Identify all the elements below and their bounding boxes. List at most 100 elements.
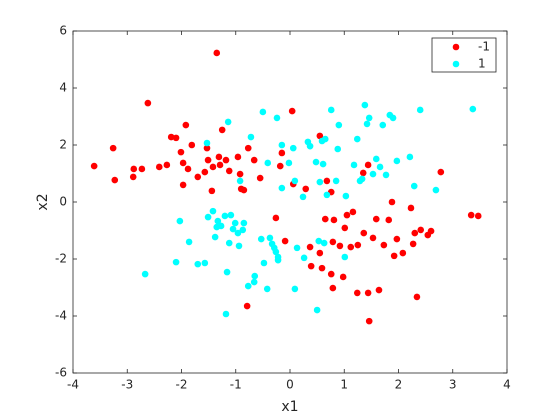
point (354, 241, 362, 249)
point (334, 145, 342, 153)
point (240, 219, 248, 227)
point (179, 159, 187, 167)
point (306, 243, 314, 251)
point (313, 306, 321, 314)
point (382, 171, 390, 179)
legend (431, 37, 497, 73)
point (222, 156, 230, 164)
x-tick-label: -1 (230, 378, 242, 392)
point (365, 317, 373, 325)
y-tick-label: -6 (55, 366, 67, 380)
point (204, 213, 212, 221)
point (417, 226, 425, 234)
point (194, 260, 202, 268)
legend-label: 1 (478, 57, 486, 71)
point (201, 259, 209, 267)
point (244, 144, 252, 152)
point (211, 233, 219, 241)
point (231, 219, 239, 227)
point (224, 118, 232, 126)
point (111, 176, 119, 184)
point (236, 170, 244, 178)
point (327, 106, 335, 114)
point (260, 259, 268, 267)
point (278, 184, 286, 192)
point (155, 163, 163, 171)
point (222, 310, 230, 318)
point (363, 120, 371, 128)
point (250, 156, 258, 164)
point (129, 173, 137, 181)
point (266, 234, 274, 242)
point (214, 217, 222, 225)
point (319, 160, 327, 168)
point (234, 153, 242, 161)
point (179, 181, 187, 189)
point (209, 207, 217, 215)
point (432, 186, 440, 194)
point (329, 284, 337, 292)
point (225, 239, 233, 247)
point (321, 215, 329, 223)
point (251, 272, 259, 280)
point (316, 132, 324, 140)
point (416, 106, 424, 114)
point (342, 192, 350, 200)
point (323, 191, 331, 199)
point (236, 177, 244, 185)
point (302, 185, 310, 193)
y-tick-label: 2 (59, 138, 67, 152)
point (182, 121, 190, 129)
point (406, 153, 414, 161)
point (323, 177, 331, 185)
point (144, 99, 152, 107)
point (163, 161, 171, 169)
x-tick-label: 3 (449, 378, 457, 392)
point (316, 178, 324, 186)
point (109, 144, 117, 152)
y-axis-label: x2 (35, 193, 51, 210)
point (375, 286, 383, 294)
x-axis-label: x1 (281, 399, 298, 415)
point (315, 237, 323, 245)
point (218, 126, 226, 134)
point (299, 193, 307, 201)
point (372, 215, 380, 223)
point (250, 278, 258, 286)
point (413, 293, 421, 301)
point (203, 139, 211, 147)
point (376, 163, 384, 171)
x-tick-label: -4 (67, 378, 79, 392)
point (237, 185, 245, 193)
point (380, 241, 388, 249)
point (291, 285, 299, 293)
point (257, 235, 265, 243)
point (364, 161, 372, 169)
point (184, 165, 192, 173)
point (256, 174, 264, 182)
point (358, 175, 366, 183)
point (278, 141, 286, 149)
point (360, 229, 368, 237)
point (209, 163, 217, 171)
point (353, 135, 361, 143)
point (327, 270, 335, 278)
point (388, 198, 396, 206)
point (167, 133, 175, 141)
point (130, 165, 138, 173)
x-tick-label: 4 (503, 378, 511, 392)
point (223, 268, 231, 276)
point (318, 264, 326, 272)
point (365, 114, 373, 122)
point (353, 289, 361, 297)
point (399, 249, 407, 257)
point (411, 229, 419, 237)
point (272, 248, 280, 256)
point (320, 239, 328, 247)
y-tick-label: -4 (55, 309, 67, 323)
point (176, 217, 184, 225)
x-tick-label: 1 (340, 378, 348, 392)
point (172, 258, 180, 266)
point (341, 224, 349, 232)
